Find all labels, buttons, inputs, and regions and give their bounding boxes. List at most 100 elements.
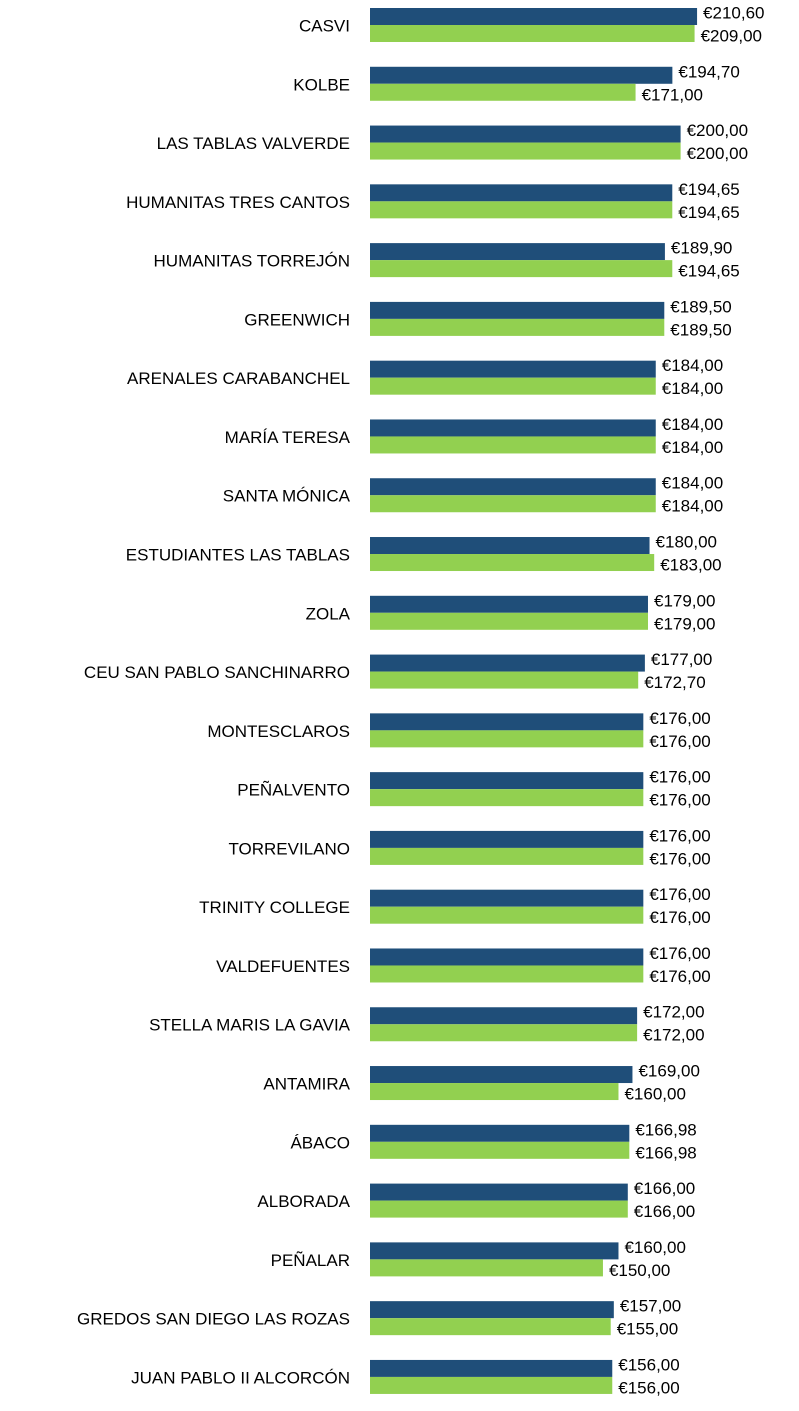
category-label: MARÍA TERESA bbox=[225, 428, 351, 447]
bar bbox=[370, 1242, 619, 1260]
bar bbox=[370, 654, 645, 672]
category-label: TRINITY COLLEGE bbox=[199, 898, 350, 917]
bar bbox=[370, 243, 665, 261]
value-label: €160,00 bbox=[624, 1238, 685, 1257]
value-label: €177,00 bbox=[651, 650, 712, 669]
bar bbox=[370, 125, 681, 143]
bar bbox=[370, 360, 656, 378]
bar bbox=[370, 419, 656, 437]
bar bbox=[370, 1024, 638, 1042]
bar bbox=[370, 377, 656, 395]
bar bbox=[370, 906, 644, 924]
bar bbox=[370, 595, 648, 613]
value-label: €210,60 bbox=[703, 3, 764, 22]
value-label: €176,00 bbox=[649, 885, 710, 904]
bar bbox=[370, 1359, 613, 1377]
category-label: VALDEFUENTES bbox=[216, 957, 350, 976]
value-label: €176,00 bbox=[649, 826, 710, 845]
value-label: €176,00 bbox=[649, 908, 710, 927]
value-label: €176,00 bbox=[649, 791, 710, 810]
category-label: SANTA MÓNICA bbox=[223, 487, 351, 506]
value-label: €150,00 bbox=[609, 1261, 670, 1280]
value-label: €169,00 bbox=[638, 1062, 699, 1081]
value-label: €156,00 bbox=[618, 1378, 679, 1397]
bar bbox=[370, 1007, 638, 1025]
value-label: €184,00 bbox=[662, 474, 723, 493]
value-label: €194,65 bbox=[678, 203, 739, 222]
category-label: CASVI bbox=[299, 16, 350, 35]
bar bbox=[370, 830, 644, 848]
category-label: ALBORADA bbox=[257, 1192, 350, 1211]
value-label: €176,00 bbox=[649, 709, 710, 728]
bar bbox=[370, 1318, 611, 1336]
bar bbox=[370, 436, 656, 454]
value-label: €172,00 bbox=[643, 1026, 704, 1045]
value-label: €184,00 bbox=[662, 379, 723, 398]
category-label: LAS TABLAS VALVERDE bbox=[157, 134, 350, 153]
bar bbox=[370, 478, 656, 496]
bar bbox=[370, 772, 644, 790]
category-label: ESTUDIANTES LAS TABLAS bbox=[126, 546, 350, 565]
bar bbox=[370, 1183, 628, 1201]
value-label: €179,00 bbox=[654, 591, 715, 610]
bar bbox=[370, 1301, 614, 1319]
value-label: €189,90 bbox=[671, 239, 732, 258]
value-label: €160,00 bbox=[624, 1085, 685, 1104]
value-label: €194,65 bbox=[678, 180, 739, 199]
value-label: €157,00 bbox=[620, 1297, 681, 1316]
bar bbox=[370, 730, 644, 748]
bar bbox=[370, 25, 695, 42]
value-label: €172,70 bbox=[644, 673, 705, 692]
bar bbox=[370, 1083, 619, 1101]
value-label: €184,00 bbox=[662, 497, 723, 516]
value-label: €172,00 bbox=[643, 1003, 704, 1022]
bar bbox=[370, 260, 673, 278]
bar bbox=[370, 184, 673, 202]
category-label: PEÑALAR bbox=[271, 1251, 350, 1270]
bar bbox=[370, 554, 655, 572]
bar bbox=[370, 66, 673, 84]
value-label: €179,00 bbox=[654, 614, 715, 633]
bar bbox=[370, 8, 698, 25]
category-label: ARENALES CARABANCHEL bbox=[127, 369, 350, 388]
bar bbox=[370, 965, 644, 983]
bar bbox=[370, 713, 644, 731]
bar bbox=[370, 318, 665, 336]
bar bbox=[370, 948, 644, 966]
value-label: €180,00 bbox=[656, 533, 717, 552]
bar bbox=[370, 612, 648, 630]
bar bbox=[370, 142, 681, 160]
value-label: €176,00 bbox=[649, 944, 710, 963]
bar bbox=[370, 537, 650, 555]
value-label: €189,50 bbox=[670, 320, 731, 339]
value-label: €156,00 bbox=[618, 1355, 679, 1374]
category-label: MONTESCLAROS bbox=[207, 722, 350, 741]
bar bbox=[370, 301, 665, 319]
bar bbox=[370, 789, 644, 807]
category-label: HUMANITAS TORREJÓN bbox=[154, 252, 350, 271]
value-label: €155,00 bbox=[617, 1320, 678, 1339]
value-label: €184,00 bbox=[662, 356, 723, 375]
bar bbox=[370, 1124, 630, 1142]
category-label: ANTAMIRA bbox=[263, 1075, 350, 1094]
category-label: STELLA MARIS LA GAVIA bbox=[149, 1016, 351, 1035]
value-label: €166,00 bbox=[634, 1179, 695, 1198]
category-label: CEU SAN PABLO SANCHINARRO bbox=[84, 663, 350, 682]
value-label: €200,00 bbox=[687, 144, 748, 163]
bar bbox=[370, 83, 636, 101]
category-label: TORREVILANO bbox=[228, 839, 350, 858]
value-label: €183,00 bbox=[660, 556, 721, 575]
category-label: PEÑALVENTO bbox=[237, 781, 350, 800]
category-label: ZOLA bbox=[306, 604, 351, 623]
bar bbox=[370, 201, 673, 219]
value-label: €171,00 bbox=[642, 85, 703, 104]
value-label: €176,00 bbox=[649, 732, 710, 751]
value-label: €176,00 bbox=[649, 768, 710, 787]
bar bbox=[370, 495, 656, 513]
category-label: GREENWICH bbox=[244, 310, 350, 329]
bar bbox=[370, 1376, 613, 1394]
value-label: €166,00 bbox=[634, 1202, 695, 1221]
value-label: €200,00 bbox=[687, 121, 748, 140]
bar bbox=[370, 847, 644, 865]
